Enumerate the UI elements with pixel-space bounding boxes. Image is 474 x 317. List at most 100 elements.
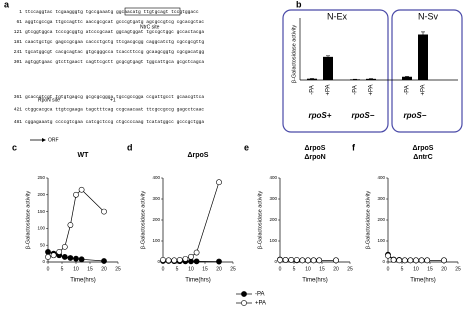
series-line	[162, 182, 220, 261]
data-point	[418, 257, 425, 264]
legend-marker	[241, 300, 247, 306]
x-tick-label: 20	[333, 266, 339, 272]
x-tick-label: 5	[293, 266, 296, 272]
x-tick-label: 25	[230, 266, 236, 272]
category-label: +PA	[326, 84, 332, 95]
bar	[307, 78, 317, 80]
x-tick-label: 5	[401, 266, 404, 272]
y-axis-label: β-Galactosidase activity	[25, 191, 31, 249]
chart-title: ΔrpoS	[188, 152, 209, 159]
y-tick-label: 0	[42, 259, 45, 264]
y-tick-label: 200	[152, 217, 160, 222]
y-tick-label: 150	[37, 209, 45, 214]
group-box	[391, 9, 463, 133]
y-tick-label: 100	[152, 238, 160, 243]
category-label: +PA	[421, 84, 427, 95]
sequence-line: caactgctgc gagccgcgaa caccctgctg ttcgacg…	[25, 39, 204, 45]
data-point	[171, 257, 178, 264]
panel-label: a	[4, 0, 10, 9]
ntrc-box	[124, 7, 181, 16]
y-tick-label: 200	[37, 192, 45, 197]
legend-label: -PA	[255, 292, 265, 298]
x-tick-label: 0	[162, 266, 165, 272]
data-point	[45, 249, 51, 255]
y-tick-label: 100	[37, 226, 45, 231]
group-label: N-Sv	[418, 11, 438, 21]
data-point	[73, 255, 79, 262]
bar	[323, 56, 333, 80]
bar	[366, 78, 376, 80]
y-tick-label: 300	[152, 196, 160, 201]
data-point	[277, 256, 283, 263]
rpon-label: RpoN site	[38, 97, 60, 103]
data-point	[390, 256, 397, 263]
data-point	[396, 257, 403, 264]
line-number: 121	[14, 29, 23, 35]
x-tick-label: 20	[216, 266, 222, 272]
y-axis-label: β-Galactosidase activity	[365, 191, 371, 249]
y-tick-label: 100	[377, 238, 385, 243]
panel-label: d	[127, 142, 133, 152]
sequence-line: ctggcacgca ttgtcgaaga tagctttcag ccgcaac…	[25, 107, 204, 113]
x-axis-label: Time(hrs)	[70, 278, 95, 284]
data-point	[101, 258, 107, 264]
series-line	[47, 189, 105, 258]
sequence-line: aggtcgccga ttgccagttc aaccgcgcat gcccgtg…	[25, 19, 204, 25]
data-point	[61, 254, 68, 260]
data-point	[160, 256, 166, 263]
y-tick-label: 0	[157, 259, 160, 264]
line-number: 421	[14, 107, 23, 113]
x-tick-label: 5	[176, 266, 179, 272]
chart-subtitle: ΔntrC	[413, 154, 432, 161]
data-point	[424, 257, 431, 264]
data-point	[282, 256, 289, 263]
line-number: 61	[16, 19, 22, 25]
legend-marker	[241, 291, 247, 297]
y-tick-label: 400	[377, 175, 385, 180]
chart-title: WT	[78, 152, 90, 159]
data-point	[73, 191, 79, 198]
data-point	[61, 243, 68, 250]
y-tick-label: 300	[269, 196, 277, 201]
start-label: +1	[110, 97, 116, 103]
x-axis-label: Time(hrs)	[185, 278, 210, 284]
x-axis-label: Time(hrs)	[302, 278, 327, 284]
group-label: N-Ex	[327, 11, 347, 21]
x-tick-label: 0	[279, 266, 282, 272]
panel-label: b	[296, 0, 302, 9]
data-point	[407, 257, 414, 264]
data-point	[101, 208, 107, 215]
data-point	[45, 254, 51, 260]
category-label: -PA	[353, 85, 359, 95]
line-number: 301	[14, 59, 23, 65]
subgroup-label: rpoS+	[309, 111, 332, 120]
x-tick-label: 15	[319, 266, 325, 272]
sequence-line: agtggtgaac gtcttgaact cagttcgctt gcgcgtg…	[25, 59, 204, 65]
category-label: -PA	[310, 85, 316, 95]
data-point	[193, 258, 200, 265]
y-tick-label: 0	[382, 259, 385, 264]
y-axis-label: β-Galactosidase activity	[291, 25, 297, 83]
orf-arrowhead	[42, 138, 46, 142]
x-tick-label: 20	[101, 266, 107, 272]
x-tick-label: 25	[455, 266, 461, 272]
y-axis-label: β-Galactosidase activity	[140, 191, 146, 249]
data-point	[78, 186, 85, 193]
sequence-line: cggagaaatg ccccgtcgaa catcgctccg ctgcccc…	[25, 119, 204, 125]
data-point	[193, 249, 200, 256]
sequence-line: ttccaggtac tcgaagggtg tgccgaaatg ggcaaca…	[25, 9, 199, 15]
panel-label: e	[244, 142, 249, 152]
group-box	[282, 9, 389, 133]
line-number: 181	[14, 39, 23, 45]
y-tick-label: 0	[274, 259, 277, 264]
x-tick-label: 15	[202, 266, 208, 272]
data-point	[182, 255, 189, 262]
data-point	[316, 257, 323, 264]
line-number: 1	[19, 9, 22, 15]
y-tick-label: 400	[152, 175, 160, 180]
line-number: 241	[14, 49, 23, 55]
data-point	[385, 252, 391, 259]
data-point	[413, 257, 419, 264]
data-point	[67, 255, 74, 261]
